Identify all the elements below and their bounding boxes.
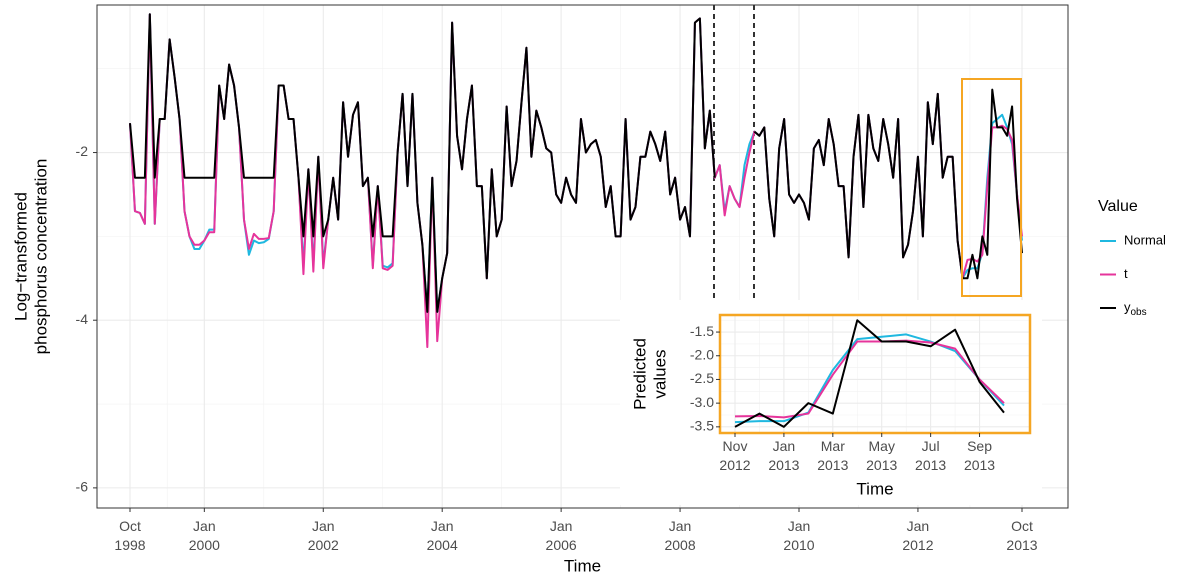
x-tick-label: Jan 2013 bbox=[768, 438, 799, 473]
x-tick-label: Mar 2013 bbox=[817, 438, 848, 473]
y-tick-label: -1.5 bbox=[690, 323, 714, 339]
highlight-box bbox=[961, 78, 1022, 297]
plot-background bbox=[720, 315, 1030, 433]
y-tick-label: -2 bbox=[76, 143, 89, 159]
y-tick-label: -4 bbox=[76, 311, 89, 327]
x-tick-label: Jan 2000 bbox=[189, 518, 220, 553]
series-line bbox=[734, 339, 1005, 419]
x-tick-label: May 2013 bbox=[866, 438, 897, 473]
series-line bbox=[734, 333, 1005, 424]
x-tick-label: Sep 2013 bbox=[964, 438, 995, 473]
series-line bbox=[734, 319, 1005, 428]
x-tick-label: Jan 2010 bbox=[783, 518, 814, 553]
x-tick-label: Nov 2012 bbox=[719, 438, 750, 473]
y-tick-label: -3.0 bbox=[690, 394, 714, 410]
y-axis-title: Predicted bbox=[630, 338, 649, 410]
legend-label: Normal bbox=[1124, 232, 1166, 247]
y-tick-label: -2.0 bbox=[690, 346, 714, 362]
x-tick-label: Oct 1998 bbox=[114, 518, 145, 553]
y-tick-label: -3.5 bbox=[690, 418, 714, 434]
x-axis-title: Time bbox=[564, 556, 601, 575]
y-axis-title: values bbox=[650, 349, 669, 398]
x-tick-label: Jan 2006 bbox=[546, 518, 577, 553]
series-line bbox=[129, 13, 716, 313]
legend-title: Value bbox=[1098, 198, 1138, 215]
y-axis-title: Log−transformed bbox=[11, 192, 30, 321]
x-axis-title: Time bbox=[856, 479, 893, 498]
panel-border bbox=[718, 313, 1032, 435]
series-line bbox=[753, 88, 1023, 280]
y-tick-label: -2.5 bbox=[690, 370, 714, 386]
x-tick-label: Jul 2013 bbox=[915, 438, 946, 473]
x-tick-label: Jan 2004 bbox=[427, 518, 458, 553]
y-tick-label: -6 bbox=[76, 479, 89, 495]
x-tick-label: Oct 2013 bbox=[1006, 518, 1037, 553]
x-tick-label: Jan 2008 bbox=[664, 518, 695, 553]
x-tick-label: Jan 2012 bbox=[902, 518, 933, 553]
y-axis-title: phosphorus concentration bbox=[31, 159, 50, 355]
panel-border bbox=[96, 4, 1069, 509]
legend-label: t bbox=[1124, 266, 1128, 281]
inset-panel: -3.5 -3.0 -2.5 -2.0 -1.5 Nov 2012 Jan 2013 Mar 201… bbox=[620, 300, 1042, 505]
x-tick-label: Jan 2002 bbox=[308, 518, 339, 553]
